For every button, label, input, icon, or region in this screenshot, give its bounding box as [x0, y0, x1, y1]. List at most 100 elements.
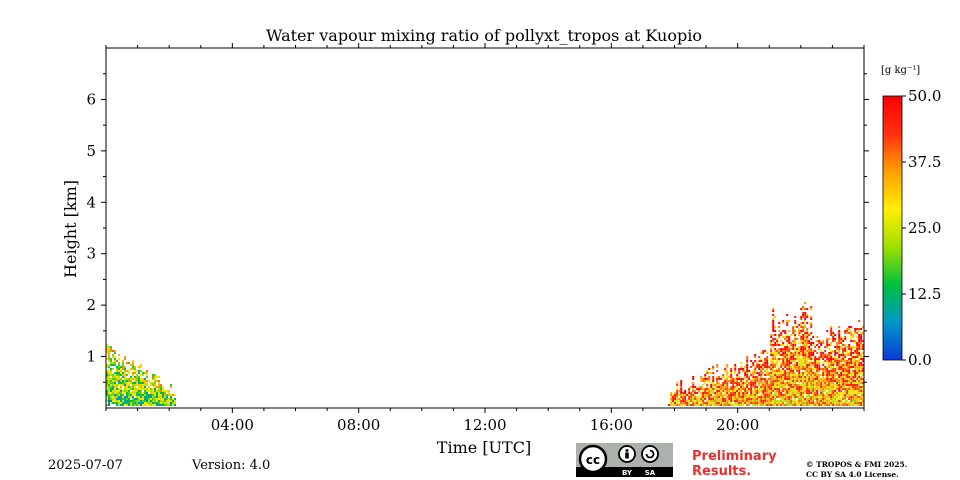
data-cell [832, 370, 835, 372]
data-cell [804, 334, 807, 336]
data-cell [806, 332, 809, 334]
data-cell [826, 346, 829, 348]
data-cell [824, 350, 827, 352]
data-cell [730, 398, 733, 400]
data-cell [124, 356, 126, 358]
data-cell [786, 382, 789, 384]
data-cell [798, 328, 801, 330]
cc-by-sa-license-badge[interactable]: cc BY SA [576, 443, 673, 477]
data-cell [832, 400, 835, 402]
data-cell [756, 366, 759, 368]
data-cell [850, 332, 853, 334]
data-cell [744, 382, 747, 384]
data-cell [732, 378, 735, 380]
data-cell [762, 364, 765, 366]
data-cell [814, 398, 817, 400]
data-cell [110, 388, 112, 390]
data-cell [778, 392, 781, 394]
data-cell [856, 354, 859, 356]
data-cell [830, 376, 833, 378]
data-cell [746, 404, 749, 406]
data-cell [116, 384, 118, 386]
data-cell [136, 370, 138, 372]
data-cell [686, 404, 689, 406]
data-cell [778, 360, 781, 362]
data-cell [762, 400, 765, 402]
data-cell [754, 396, 757, 398]
data-cell [682, 394, 685, 396]
data-cell [116, 372, 118, 374]
data-cell [108, 356, 110, 358]
data-cell [850, 392, 853, 394]
data-cell [770, 344, 773, 346]
data-cell [772, 354, 775, 356]
data-cell [134, 372, 136, 374]
data-cell [844, 398, 847, 400]
data-cell [148, 402, 150, 404]
data-cell [830, 372, 833, 374]
data-cell [168, 390, 170, 392]
data-cell [854, 396, 857, 398]
data-cell [816, 398, 819, 400]
data-cell [854, 370, 857, 372]
data-cell [140, 392, 142, 394]
data-cell [766, 386, 769, 388]
data-cell [858, 356, 861, 358]
data-cell [786, 358, 789, 360]
data-cell [798, 374, 801, 376]
data-cell [746, 402, 749, 404]
data-cell [170, 400, 172, 402]
data-cell [156, 394, 158, 396]
data-cell [842, 368, 845, 370]
data-cell [834, 398, 837, 400]
data-cell [126, 396, 128, 398]
data-cell [808, 354, 811, 356]
data-cell [750, 402, 753, 404]
data-cell [672, 404, 675, 406]
data-cell [772, 362, 775, 364]
data-cell [774, 384, 777, 386]
data-cell [728, 400, 731, 402]
data-cell [122, 364, 124, 366]
data-cell [808, 384, 811, 386]
data-cell [790, 362, 793, 364]
data-cell [120, 374, 122, 376]
data-cell [158, 400, 160, 402]
data-cell [794, 350, 797, 352]
data-cell [810, 372, 813, 374]
data-cell [790, 358, 793, 360]
data-cell [780, 402, 783, 404]
data-cell [802, 360, 805, 362]
data-cell [858, 378, 861, 380]
data-cell [146, 384, 148, 386]
data-cell [680, 402, 683, 404]
data-cell [844, 396, 847, 398]
data-cell [804, 338, 807, 340]
data-cell [798, 364, 801, 366]
data-cell [862, 404, 864, 406]
data-cell [836, 404, 839, 406]
data-cell [746, 400, 749, 402]
data-cell [838, 352, 841, 354]
data-cell [154, 396, 156, 398]
data-cell [862, 352, 864, 354]
data-cell [756, 386, 759, 388]
data-cell [788, 404, 791, 406]
data-cell [844, 370, 847, 372]
data-cell [776, 402, 779, 404]
data-cell [114, 380, 116, 382]
data-cell [790, 382, 793, 384]
data-cell [750, 386, 753, 388]
data-cell [786, 352, 789, 354]
data-cell [796, 404, 799, 406]
data-cell [848, 404, 851, 406]
data-cell [738, 372, 741, 374]
data-cell [806, 400, 809, 402]
data-cell [798, 378, 801, 380]
data-cell [858, 376, 861, 378]
data-cell [808, 368, 811, 370]
data-cell [106, 346, 108, 348]
data-cell [718, 398, 721, 400]
data-cell [774, 382, 777, 384]
data-cell [810, 306, 813, 308]
